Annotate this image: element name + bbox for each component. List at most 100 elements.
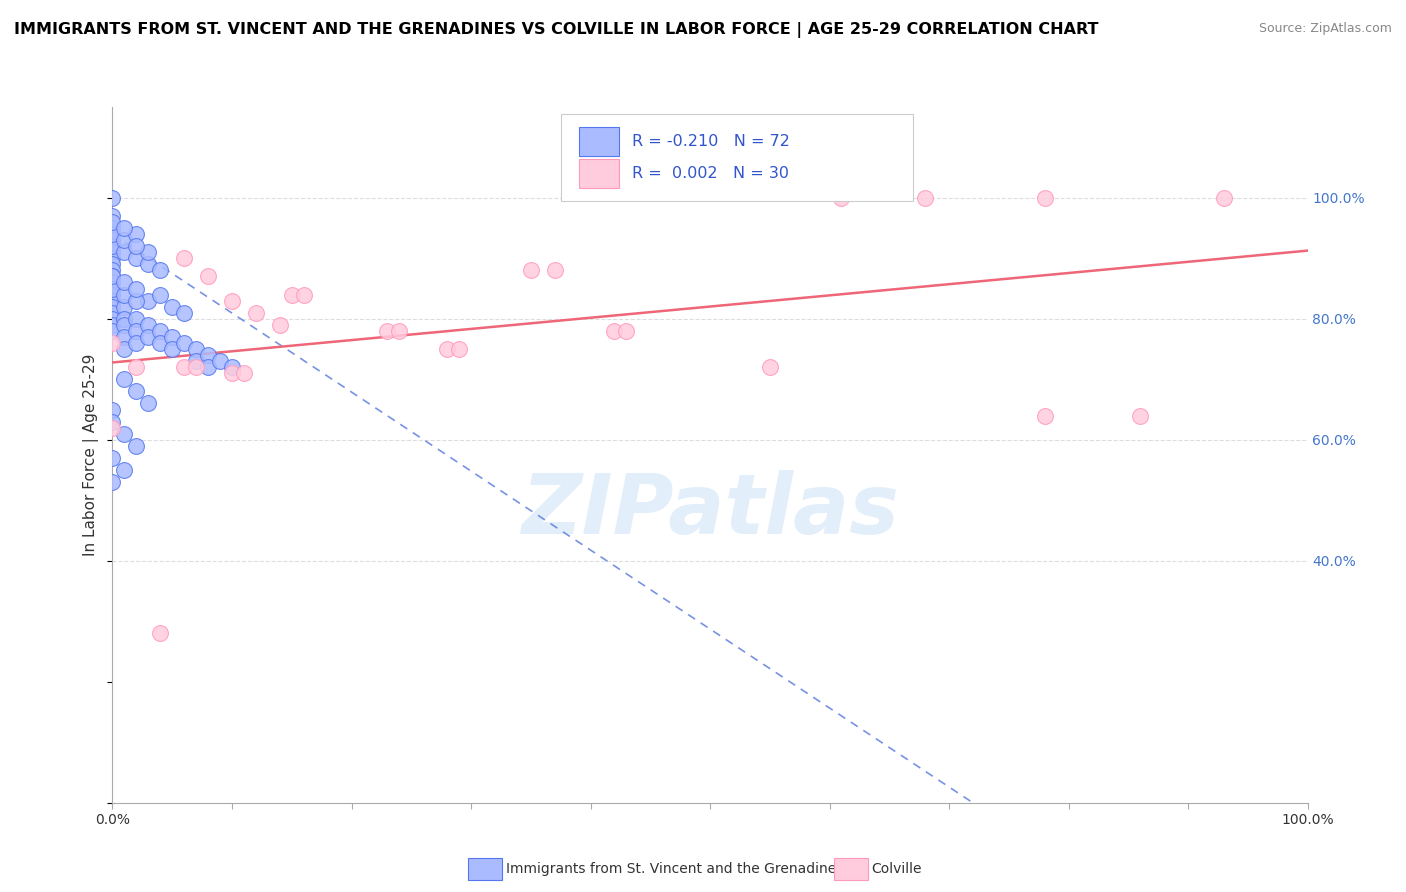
Point bbox=[101, 239, 124, 253]
Point bbox=[614, 324, 637, 338]
Point bbox=[1033, 409, 1056, 423]
Point bbox=[447, 342, 470, 356]
Point bbox=[138, 396, 160, 410]
Text: Colville: Colville bbox=[872, 862, 922, 876]
Point bbox=[114, 342, 135, 356]
Point bbox=[101, 227, 124, 241]
Y-axis label: In Labor Force | Age 25-29: In Labor Force | Age 25-29 bbox=[83, 354, 100, 556]
Point bbox=[114, 426, 135, 441]
Point bbox=[149, 263, 172, 277]
Point bbox=[125, 336, 148, 351]
Point bbox=[138, 330, 160, 344]
Point bbox=[125, 384, 148, 399]
Point bbox=[114, 287, 135, 301]
Point bbox=[138, 318, 160, 332]
Text: Source: ZipAtlas.com: Source: ZipAtlas.com bbox=[1258, 22, 1392, 36]
Point bbox=[101, 245, 124, 260]
Point bbox=[114, 311, 135, 326]
Point bbox=[208, 354, 231, 368]
Point bbox=[125, 239, 148, 253]
Point bbox=[197, 360, 219, 375]
Point bbox=[101, 281, 124, 295]
Point bbox=[173, 360, 195, 375]
Point bbox=[377, 324, 399, 338]
Point bbox=[388, 324, 411, 338]
Point bbox=[149, 287, 172, 301]
Point bbox=[101, 269, 124, 284]
Point bbox=[125, 311, 148, 326]
Point bbox=[101, 257, 124, 271]
Point bbox=[114, 372, 135, 386]
Point bbox=[114, 276, 135, 290]
Point bbox=[101, 263, 124, 277]
Point bbox=[186, 354, 208, 368]
Point bbox=[125, 439, 148, 453]
FancyBboxPatch shape bbox=[561, 114, 914, 201]
Point bbox=[114, 463, 135, 477]
Point bbox=[520, 263, 543, 277]
Point bbox=[101, 215, 124, 229]
Point bbox=[138, 257, 160, 271]
Point bbox=[436, 342, 458, 356]
Point bbox=[125, 252, 148, 266]
Point bbox=[759, 360, 782, 375]
Text: IMMIGRANTS FROM ST. VINCENT AND THE GRENADINES VS COLVILLE IN LABOR FORCE | AGE : IMMIGRANTS FROM ST. VINCENT AND THE GREN… bbox=[14, 22, 1098, 38]
Point bbox=[101, 269, 124, 284]
Point bbox=[101, 221, 124, 235]
Point bbox=[125, 281, 148, 295]
Point bbox=[114, 300, 135, 314]
Text: R =  0.002   N = 30: R = 0.002 N = 30 bbox=[633, 166, 789, 181]
Point bbox=[1033, 191, 1056, 205]
Point bbox=[186, 342, 208, 356]
Text: R = -0.210   N = 72: R = -0.210 N = 72 bbox=[633, 135, 790, 149]
Point bbox=[114, 318, 135, 332]
Point bbox=[149, 336, 172, 351]
Point bbox=[101, 287, 124, 301]
Point bbox=[232, 366, 256, 380]
Point bbox=[173, 336, 195, 351]
Point bbox=[603, 324, 626, 338]
FancyBboxPatch shape bbox=[579, 159, 619, 187]
Point bbox=[101, 300, 124, 314]
Point bbox=[292, 287, 315, 301]
Point bbox=[138, 245, 160, 260]
Point bbox=[101, 475, 124, 490]
Point bbox=[114, 221, 135, 235]
Point bbox=[830, 191, 852, 205]
Point bbox=[221, 366, 243, 380]
Point bbox=[125, 293, 148, 308]
Point bbox=[138, 293, 160, 308]
Point bbox=[101, 191, 124, 205]
Point bbox=[149, 626, 172, 640]
Point bbox=[543, 263, 565, 277]
Point bbox=[186, 360, 208, 375]
Point bbox=[125, 227, 148, 241]
Point bbox=[101, 324, 124, 338]
Point bbox=[914, 191, 936, 205]
Point bbox=[101, 415, 124, 429]
Point bbox=[101, 318, 124, 332]
Point bbox=[101, 450, 124, 465]
Point bbox=[101, 252, 124, 266]
Point bbox=[1129, 409, 1152, 423]
Point bbox=[173, 306, 195, 320]
Point bbox=[197, 269, 219, 284]
Point bbox=[101, 402, 124, 417]
Point bbox=[101, 293, 124, 308]
Point bbox=[197, 348, 219, 362]
Point bbox=[101, 209, 124, 223]
Point bbox=[101, 306, 124, 320]
Point bbox=[173, 252, 195, 266]
Point bbox=[1212, 191, 1236, 205]
Point bbox=[101, 420, 124, 434]
Point bbox=[101, 311, 124, 326]
Point bbox=[221, 293, 243, 308]
Point bbox=[101, 233, 124, 247]
Point bbox=[162, 300, 183, 314]
Point bbox=[114, 233, 135, 247]
Point bbox=[245, 306, 267, 320]
Point bbox=[125, 324, 148, 338]
Point bbox=[101, 336, 124, 351]
Point bbox=[269, 318, 291, 332]
Point bbox=[162, 330, 183, 344]
